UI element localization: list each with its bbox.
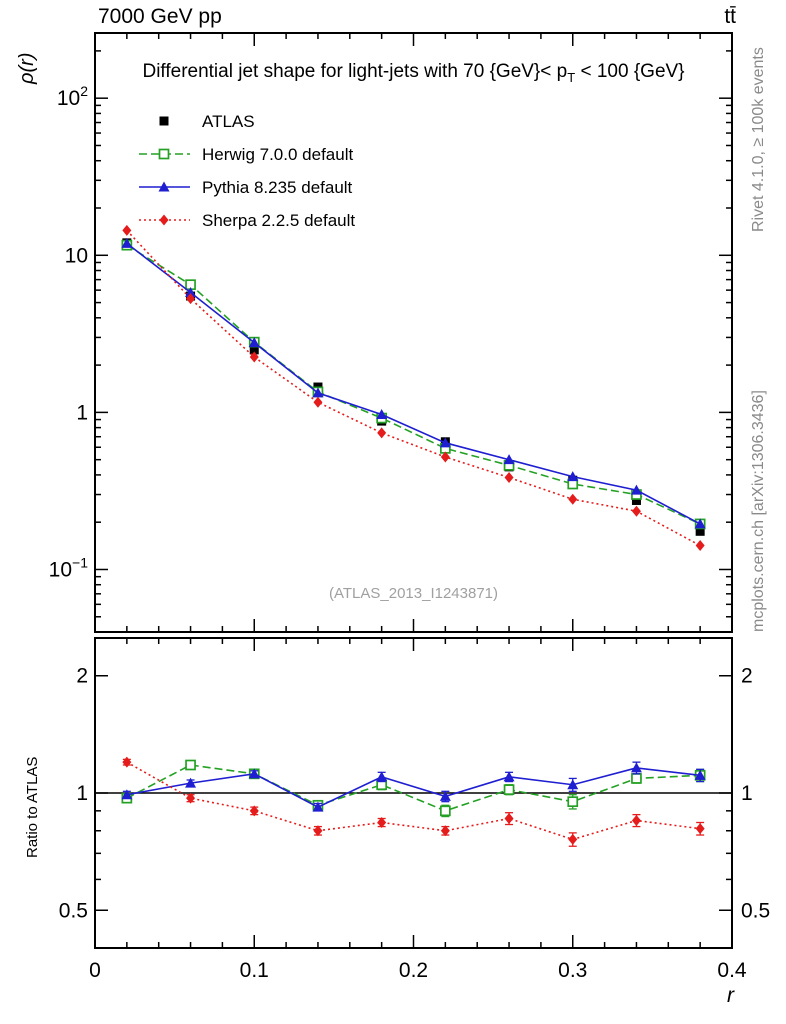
beam-energy-label: 7000 GeV pp xyxy=(98,5,222,28)
plot-title-post: < 100 {GeV} xyxy=(575,61,685,82)
ratio-y-tick-label-left: 1 xyxy=(76,782,88,805)
plot-title: Differential jet shape for light-jets wi… xyxy=(95,61,732,85)
legend-item-herwig: Herwig 7.0.0 default xyxy=(139,145,353,164)
process-label: tt̄ xyxy=(724,5,736,28)
main-frame xyxy=(94,32,733,633)
axis-tick-labels: 0 0.1 0.2 0.3 0.4 102 10 1 10−1 0.5 0.5 1 1 2 2 xyxy=(49,83,771,982)
legend-item-atlas: ATLAS xyxy=(159,112,255,131)
ratio-y-tick-label-right: 1 xyxy=(741,782,753,805)
main-y-axis-title: ρ(r) xyxy=(16,52,38,84)
x-tick-label: 0.3 xyxy=(558,959,587,982)
x-tick-label: 0.2 xyxy=(399,959,428,982)
ratio-y-tick-label-left: 2 xyxy=(76,665,88,688)
legend-label-herwig: Herwig 7.0.0 default xyxy=(202,145,353,164)
legend-label-atlas: ATLAS xyxy=(202,112,255,131)
x-axis-title: r xyxy=(727,984,734,1007)
ratio-series-sherpa xyxy=(122,756,705,847)
ratio-series xyxy=(121,756,706,847)
legend-label-sherpa: Sherpa 2.2.5 default xyxy=(202,211,355,230)
rivet-version-note: Rivet 4.1.0, ≥ 100k events xyxy=(750,47,767,232)
main-y-tick-label: 1 xyxy=(76,401,88,424)
analysis-watermark: (ATLAS_2013_I1243871) xyxy=(328,585,498,602)
ratio-frame xyxy=(94,637,733,949)
plot-title-subscript: T xyxy=(567,70,576,85)
ratio-series-herwig xyxy=(121,759,706,818)
legend-item-pythia: Pythia 8.235 default xyxy=(139,178,353,197)
ratio-y-axis-title: Ratio to ATLAS xyxy=(24,756,41,858)
legend: ATLAS Herwig 7.0.0 default Pythia 8.235 de… xyxy=(139,112,355,230)
x-tick-label: 0.1 xyxy=(240,959,269,982)
legend-item-sherpa: Sherpa 2.2.5 default xyxy=(139,211,355,230)
ratio-y-tick-label-right: 0.5 xyxy=(741,899,770,922)
series-pythia xyxy=(121,237,706,529)
main-series xyxy=(121,224,706,552)
x-tick-label: 0 xyxy=(89,959,101,982)
ratio-y-tick-label-left: 0.5 xyxy=(59,899,88,922)
x-tick-label: 0.4 xyxy=(717,959,747,982)
legend-label-pythia: Pythia 8.235 default xyxy=(202,178,353,197)
main-y-tick-label: 10−1 xyxy=(49,554,89,581)
mcplots-citation-note: mcplots.cern.ch [arXiv:1306.3436] xyxy=(750,390,767,632)
ratio-y-tick-label-right: 2 xyxy=(741,665,753,688)
series-sherpa xyxy=(122,224,705,552)
ratio-series-pythia xyxy=(121,761,706,812)
main-y-tick-label: 102 xyxy=(57,83,88,110)
main-y-tick-label: 10 xyxy=(65,244,88,267)
plot-title-pre: Differential jet shape for light-jets wi… xyxy=(142,61,568,82)
